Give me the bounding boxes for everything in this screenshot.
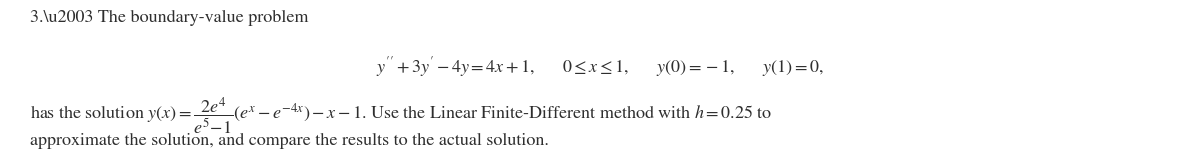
Text: $y'' + 3y' - 4y = 4x + 1, \qquad 0 \leq x \leq 1, \qquad y(0) = -1, \qquad y(1) : $y'' + 3y' - 4y = 4x + 1, \qquad 0 \leq … [376,55,824,79]
Text: has the solution $y(x) = \dfrac{2e^4}{e^5\!-\!1}\left(e^x - e^{-4x}\right) - x -: has the solution $y(x) = \dfrac{2e^4}{e^… [30,96,772,137]
Text: 3.\u2003 The boundary-value problem: 3.\u2003 The boundary-value problem [30,10,308,26]
Text: approximate the solution, and compare the results to the actual solution.: approximate the solution, and compare th… [30,133,548,149]
